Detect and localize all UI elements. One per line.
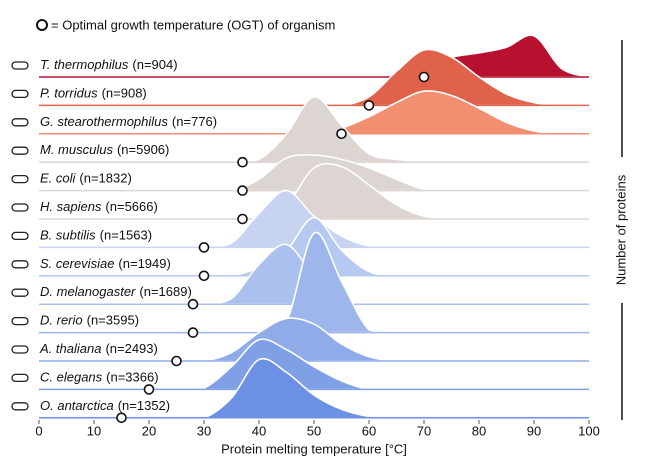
x-tick-label: 100 — [578, 423, 600, 438]
y-axis-label: Number of proteins — [613, 174, 628, 285]
row-label: M. musculus (n=5906) — [40, 143, 169, 158]
organism-name: C. elegans — [40, 370, 103, 385]
ridge — [148, 317, 590, 362]
organism-icon — [11, 146, 29, 155]
ogt-marker — [198, 270, 210, 282]
count-label: (n=1949) — [118, 256, 170, 271]
legend-marker — [36, 19, 48, 31]
organism-name: G. stearothermophilus — [40, 114, 168, 129]
organism-icon — [11, 174, 29, 184]
organism-name: D. rerio — [40, 313, 83, 328]
organism-icon — [11, 260, 29, 269]
row-label: T. thermophilus (n=904) — [40, 57, 178, 72]
x-tick-label: 60 — [362, 423, 376, 438]
organism-name: A. thaliana — [39, 341, 101, 356]
row-label: S. cerevisiae (n=1949) — [40, 256, 171, 271]
organism-name: E. coli — [40, 171, 77, 186]
ogt-marker — [116, 412, 127, 424]
row-label: B. subtilis (n=1563) — [40, 228, 152, 243]
ogt-marker — [418, 71, 430, 83]
x-tick-label: 10 — [87, 423, 101, 438]
count-label: (n=1689) — [139, 285, 191, 300]
organism-name: H. sapiens — [40, 199, 102, 214]
count-label: (n=5666) — [105, 199, 157, 214]
row-label: D. rerio (n=3595) — [40, 313, 139, 328]
ogt-marker — [237, 213, 248, 225]
x-tick-label: 40 — [252, 423, 266, 438]
ogt-marker — [143, 384, 155, 395]
x-axis-label: Protein melting temperature [°C] — [221, 441, 407, 456]
row-label: H. sapiens (n=5666) — [40, 199, 158, 214]
x-tick-label: 80 — [472, 423, 486, 438]
organism-icon — [11, 61, 29, 70]
row-label: D. melanogaster (n=1689) — [40, 285, 192, 300]
organism-icon — [11, 203, 29, 212]
count-label: (n=5906) — [117, 143, 169, 158]
ogt-marker — [336, 128, 347, 140]
ogt-marker — [187, 327, 199, 338]
row-label: O. antarctica (n=1352) — [40, 398, 170, 413]
count-label: (n=3595) — [87, 313, 139, 328]
count-label: (n=2493) — [105, 341, 157, 356]
organism-icon — [11, 89, 29, 99]
organism-name: M. musculus — [40, 143, 113, 158]
organism-name: P. torridus — [40, 86, 98, 101]
count-label: (n=1352) — [118, 398, 170, 413]
row-label: G. stearothermophilus (n=776) — [40, 114, 217, 129]
organism-name: O. antarctica — [40, 398, 114, 413]
ridge — [148, 34, 590, 78]
ogt-marker — [171, 355, 182, 367]
organism-icon — [11, 316, 29, 326]
organism-name: T. thermophilus — [40, 57, 129, 72]
ogt-marker — [198, 242, 210, 253]
count-label: (n=1832) — [79, 171, 131, 186]
organism-icon — [11, 118, 29, 127]
organism-icon — [11, 373, 29, 383]
ogt-marker — [237, 185, 248, 196]
row-label: P. torridus (n=908) — [40, 86, 147, 101]
x-tick-label: 20 — [142, 423, 156, 438]
ridge — [148, 338, 590, 391]
row-label: C. elegans (n=3366) — [40, 370, 159, 385]
count-label: (n=3366) — [106, 370, 158, 385]
organism-name: B. subtilis — [40, 228, 96, 243]
ogt-marker — [187, 298, 199, 310]
legend-text: = Optimal growth temperature (OGT) of or… — [51, 17, 335, 32]
count-label: (n=904) — [132, 57, 177, 72]
organism-name: D. melanogaster — [40, 285, 136, 300]
organism-icon — [11, 231, 29, 241]
count-label: (n=1563) — [100, 228, 152, 243]
organism-icon — [11, 288, 29, 297]
x-tick-label: 90 — [527, 423, 541, 438]
count-label: (n=908) — [102, 86, 147, 101]
organism-icon — [11, 402, 29, 411]
count-label: (n=776) — [172, 114, 217, 129]
row-label: A. thaliana (n=2493) — [39, 341, 158, 356]
ogt-marker — [237, 156, 248, 168]
ogt-marker — [363, 100, 375, 111]
x-tick-label: 50 — [307, 423, 321, 438]
x-tick-label: 30 — [197, 423, 211, 438]
organism-icon — [11, 345, 29, 354]
x-tick-label: 70 — [417, 423, 431, 438]
row-label: E. coli (n=1832) — [40, 171, 132, 186]
organism-name: S. cerevisiae — [40, 256, 114, 271]
x-tick-label: 0 — [35, 423, 42, 438]
